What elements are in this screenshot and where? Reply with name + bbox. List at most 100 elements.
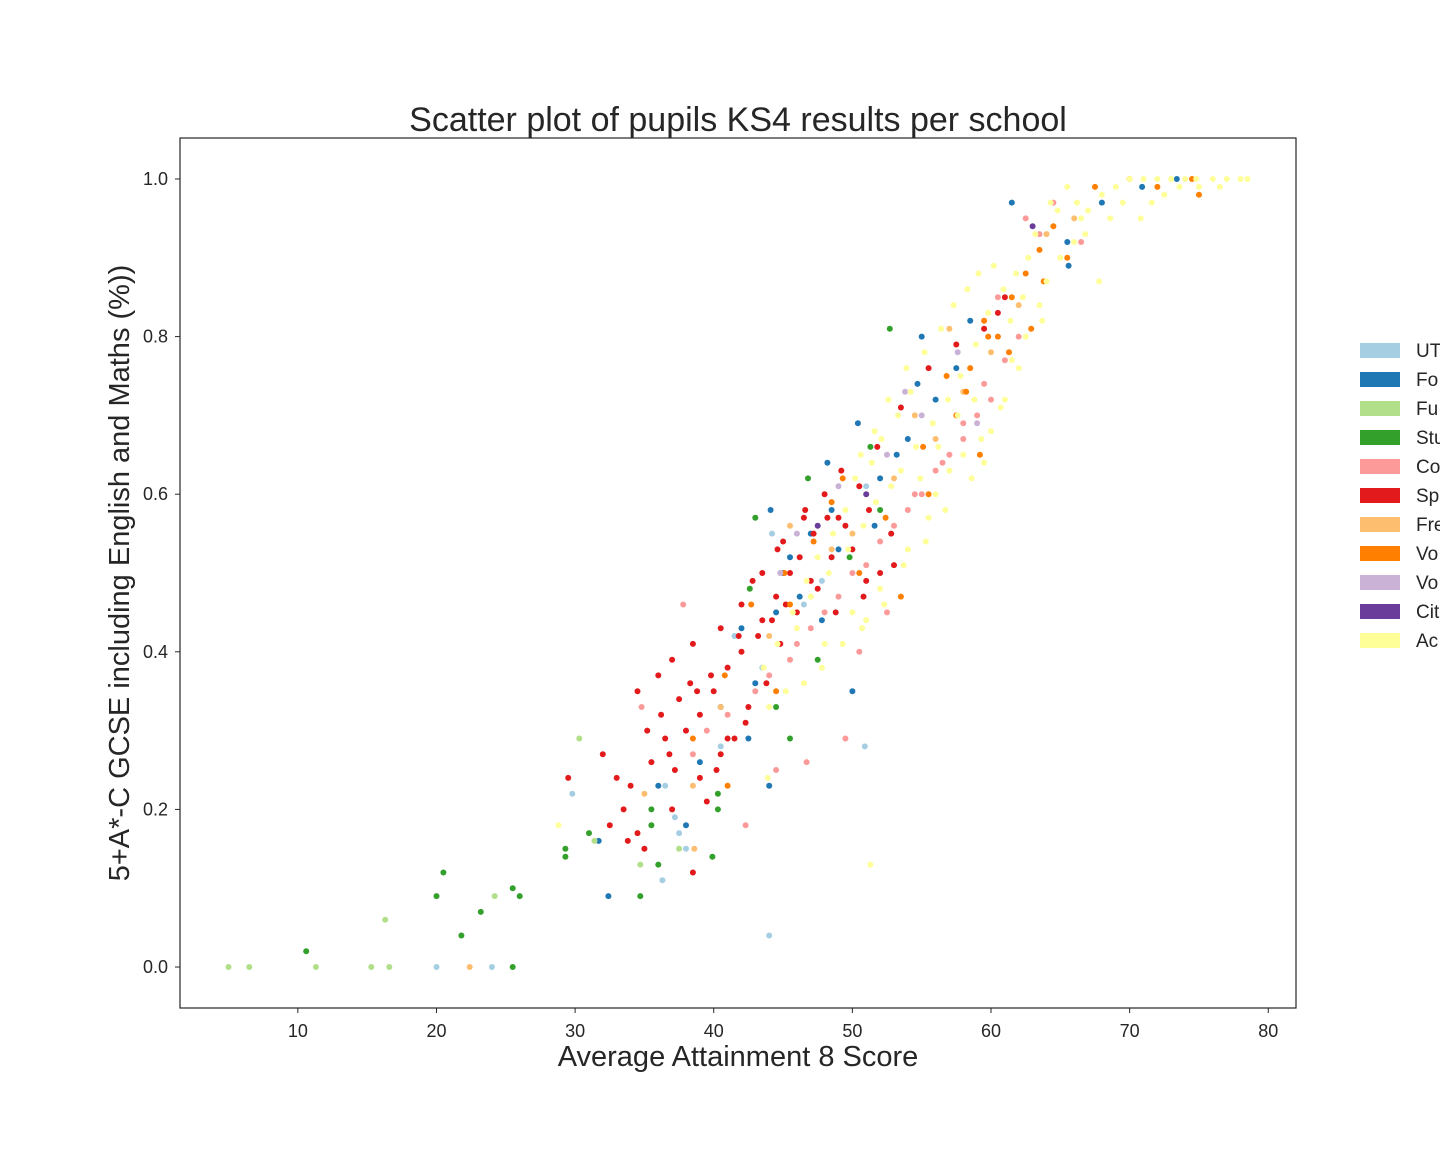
data-point bbox=[599, 751, 606, 758]
data-point bbox=[985, 309, 992, 316]
legend-item: Fo bbox=[1360, 370, 1438, 391]
data-point bbox=[767, 507, 774, 513]
data-point bbox=[745, 704, 752, 710]
data-point bbox=[800, 601, 807, 608]
data-point bbox=[576, 735, 583, 742]
data-point bbox=[669, 806, 676, 813]
data-point bbox=[907, 388, 914, 395]
data-point bbox=[1001, 357, 1008, 364]
data-point bbox=[773, 688, 780, 695]
x-tick-label: 10 bbox=[288, 1021, 308, 1041]
data-point bbox=[680, 601, 687, 608]
data-point bbox=[1008, 357, 1015, 364]
data-point bbox=[1008, 199, 1015, 206]
data-point bbox=[1071, 215, 1078, 222]
legend-swatch bbox=[1360, 430, 1400, 445]
data-point bbox=[676, 845, 683, 852]
data-point bbox=[918, 491, 925, 498]
data-point bbox=[866, 507, 872, 513]
x-tick-label: 50 bbox=[842, 1021, 862, 1041]
data-point bbox=[689, 735, 696, 742]
y-axis-title: 5+A*-C GCSE including English and Maths … bbox=[104, 265, 136, 882]
data-point bbox=[1007, 317, 1014, 324]
data-point bbox=[891, 522, 897, 529]
data-point bbox=[655, 861, 662, 868]
data-point bbox=[828, 546, 835, 553]
data-point bbox=[960, 420, 967, 427]
data-point bbox=[648, 759, 655, 766]
data-point bbox=[849, 688, 856, 695]
data-point bbox=[832, 609, 839, 616]
data-point bbox=[246, 964, 253, 970]
data-point bbox=[703, 798, 710, 805]
data-point bbox=[828, 554, 835, 561]
data-point bbox=[759, 617, 766, 624]
data-point bbox=[942, 507, 949, 513]
data-point bbox=[1126, 176, 1133, 182]
data-point bbox=[648, 806, 655, 813]
x-tick-label: 20 bbox=[426, 1021, 446, 1041]
data-point bbox=[1092, 183, 1098, 190]
data-point bbox=[1078, 215, 1085, 222]
data-point bbox=[773, 704, 780, 710]
data-point bbox=[932, 467, 939, 474]
data-point bbox=[225, 964, 232, 970]
data-point bbox=[766, 932, 773, 939]
data-point bbox=[835, 546, 842, 553]
data-point bbox=[787, 601, 793, 608]
data-point bbox=[433, 893, 440, 900]
data-point bbox=[994, 333, 1001, 340]
data-point bbox=[724, 711, 731, 718]
data-point bbox=[780, 538, 787, 545]
data-point bbox=[888, 530, 895, 537]
data-point bbox=[839, 640, 846, 647]
data-point bbox=[565, 774, 572, 781]
data-point bbox=[1050, 223, 1057, 230]
data-point bbox=[637, 861, 644, 868]
data-point bbox=[1015, 302, 1022, 309]
data-point bbox=[800, 514, 807, 521]
y-tick-label: 0.2 bbox=[143, 799, 168, 819]
data-point bbox=[1001, 396, 1008, 403]
data-point bbox=[835, 593, 842, 600]
y-tick-label: 0.0 bbox=[143, 957, 168, 977]
data-point bbox=[769, 530, 775, 537]
data-point bbox=[946, 451, 953, 458]
data-point bbox=[303, 948, 310, 955]
data-point bbox=[1148, 199, 1155, 206]
data-point bbox=[793, 625, 800, 632]
data-point bbox=[738, 601, 745, 608]
data-point bbox=[562, 845, 569, 852]
data-point bbox=[748, 601, 755, 608]
data-point bbox=[1173, 176, 1180, 182]
data-point bbox=[586, 830, 592, 837]
data-point bbox=[773, 767, 780, 773]
data-point bbox=[845, 546, 852, 553]
data-point bbox=[752, 680, 759, 687]
data-point bbox=[1057, 254, 1064, 261]
data-point bbox=[888, 483, 895, 490]
data-point bbox=[807, 625, 814, 632]
data-point bbox=[763, 680, 770, 687]
data-point bbox=[1000, 286, 1007, 293]
data-point bbox=[689, 640, 696, 647]
data-point bbox=[724, 782, 731, 789]
data-point bbox=[764, 774, 771, 781]
chart-title: Scatter plot of pupils KS4 results per s… bbox=[409, 101, 1067, 139]
legend: UT Fo Fu Stu Co Sp Fre Vo Vo Cit Ac bbox=[1360, 341, 1440, 652]
x-axis-title: Average Attainment 8 Score bbox=[558, 1041, 919, 1073]
data-point bbox=[1168, 176, 1175, 182]
data-point bbox=[994, 309, 1001, 316]
data-point bbox=[1047, 199, 1054, 206]
data-point bbox=[713, 767, 720, 773]
data-point bbox=[1039, 317, 1046, 324]
data-point bbox=[1022, 333, 1029, 340]
data-point bbox=[925, 514, 932, 521]
data-point bbox=[714, 790, 721, 797]
series-fu-2 bbox=[225, 735, 683, 970]
data-point bbox=[897, 593, 904, 600]
data-point bbox=[1078, 239, 1085, 245]
data-point bbox=[849, 530, 856, 537]
data-point bbox=[1216, 183, 1223, 190]
data-point bbox=[662, 782, 669, 789]
